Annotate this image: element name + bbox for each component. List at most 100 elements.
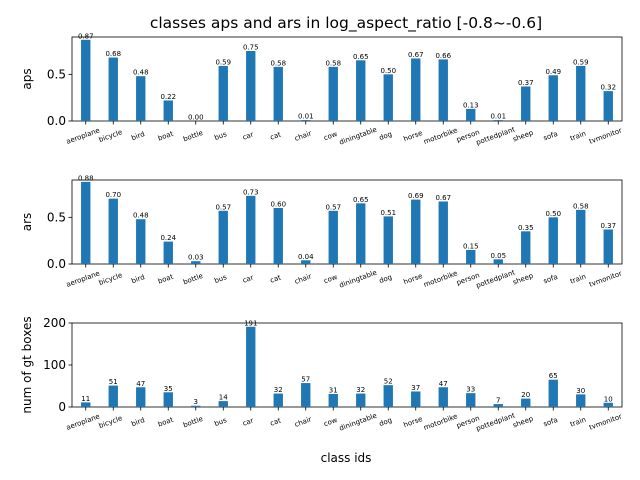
bar-cat (273, 208, 283, 264)
data-label-cat: 0.60 (270, 201, 286, 209)
x-tick-label-car: car (242, 273, 255, 284)
data-label-car: 0.75 (243, 44, 259, 52)
x-tick-label-car: car (242, 416, 255, 427)
x-tick-label-pottedplant: pottedplant (475, 411, 516, 433)
data-label-diningtable: 0.65 (353, 196, 369, 204)
x-tick-label-bus: bus (213, 416, 228, 428)
data-label-dog: 0.51 (380, 209, 396, 217)
bar-bird (136, 219, 146, 264)
x-tick-label-train: train (569, 130, 587, 143)
data-label-train: 0.59 (573, 58, 589, 66)
data-label-car: 191 (244, 319, 257, 327)
bar-bicycle (108, 57, 118, 121)
y-axis-label: ars (20, 213, 34, 232)
x-tick-label-pottedplant: pottedplant (475, 268, 516, 290)
bar-bird (136, 387, 146, 407)
x-tick-label-bus: bus (213, 130, 228, 142)
data-label-horse: 0.67 (408, 51, 424, 59)
data-label-chair: 0.04 (298, 253, 314, 261)
plot-frame (71, 322, 623, 408)
bar-bicycle (108, 198, 118, 264)
data-label-sheep: 0.35 (518, 224, 534, 232)
data-label-person: 0.13 (463, 101, 479, 109)
x-tick-label-sofa: sofa (542, 416, 559, 429)
data-label-train: 30 (576, 387, 585, 395)
bar-tvmonitor (603, 229, 613, 264)
data-label-bird: 0.48 (133, 212, 149, 220)
data-label-horse: 37 (411, 384, 420, 392)
subplot-aps: aps 0.0 0.5 0.87 aeroplane 0.68 bicycle 0.48 bir… (20, 32, 623, 147)
data-label-diningtable: 0.65 (353, 53, 369, 61)
bar-person (466, 108, 476, 121)
data-label-bicycle: 0.68 (105, 50, 121, 58)
data-label-cow: 0.58 (325, 59, 341, 67)
x-tick-label-motorbike: motorbike (423, 269, 459, 289)
bar-train (576, 209, 586, 264)
bar-boat (163, 241, 173, 264)
x-tick-label-dog: dog (378, 130, 393, 142)
x-tick-label-aeroplane: aeroplane (65, 126, 101, 145)
bar-pottedplant (493, 259, 503, 264)
bar-sofa (548, 217, 558, 264)
x-tick-label-bird: bird (130, 416, 146, 428)
plot-frame (71, 36, 623, 122)
x-tick-label-diningtable: diningtable (338, 412, 378, 433)
data-label-dog: 52 (384, 378, 393, 386)
data-label-motorbike: 0.66 (435, 52, 451, 60)
data-label-cow: 31 (329, 386, 338, 394)
bar-horse (411, 199, 421, 264)
data-label-cat: 32 (274, 386, 283, 394)
data-label-bottle: 3 (194, 398, 198, 406)
data-label-person: 0.15 (463, 243, 479, 251)
x-tick-label-sofa: sofa (542, 273, 559, 286)
bar-car (246, 326, 256, 407)
data-label-bird: 47 (136, 380, 145, 388)
bar-bus (218, 210, 228, 264)
data-label-person: 33 (466, 386, 475, 394)
x-axis-label: class ids (321, 451, 372, 465)
x-tick-label-sofa: sofa (542, 130, 559, 143)
bar-bus (218, 401, 228, 407)
x-tick-label-cat: cat (269, 273, 282, 284)
x-tick-label-cat: cat (269, 130, 282, 141)
data-label-bus: 14 (219, 394, 228, 402)
x-tick-label-motorbike: motorbike (423, 412, 459, 432)
bar-sheep (521, 231, 531, 264)
bar-aeroplane (81, 181, 91, 264)
x-tick-label-pottedplant: pottedplant (475, 125, 516, 147)
x-tick-label-train: train (569, 273, 587, 286)
x-tick-label-dog: dog (378, 273, 393, 285)
data-label-bicycle: 51 (109, 378, 118, 386)
bar-sheep (521, 86, 531, 121)
bar-dog (383, 74, 393, 121)
bar-cat (273, 66, 283, 121)
data-label-bottle: 0.00 (188, 114, 204, 122)
x-tick-label-bottle: bottle (182, 415, 204, 430)
x-tick-label-chair: chair (294, 415, 313, 429)
data-label-sheep: 20 (521, 391, 530, 399)
x-tick-label-boat: boat (157, 273, 175, 286)
plot-frame (71, 179, 623, 265)
data-label-aeroplane: 0.87 (78, 32, 94, 40)
x-tick-label-boat: boat (157, 416, 175, 429)
bar-train (576, 65, 586, 121)
x-tick-label-bicycle: bicycle (98, 271, 124, 287)
x-tick-label-horse: horse (403, 272, 424, 286)
x-tick-label-chair: chair (294, 272, 313, 286)
bar-cow (328, 66, 338, 121)
y-tick-label: 0.0 (47, 257, 66, 271)
bar-diningtable (356, 60, 366, 121)
x-tick-label-horse: horse (403, 415, 424, 429)
y-tick-label: 0 (58, 400, 66, 414)
x-tick-label-cow: cow (323, 273, 339, 285)
y-tick-label: 100 (43, 358, 66, 372)
bar-chair (301, 383, 311, 407)
x-tick-label-bird: bird (130, 273, 146, 285)
bar-cow (328, 210, 338, 264)
bar-sofa (548, 75, 558, 121)
bar-dog (383, 216, 393, 264)
bar-sheep (521, 398, 531, 407)
data-label-sofa: 65 (549, 372, 558, 380)
data-label-diningtable: 32 (356, 386, 365, 394)
